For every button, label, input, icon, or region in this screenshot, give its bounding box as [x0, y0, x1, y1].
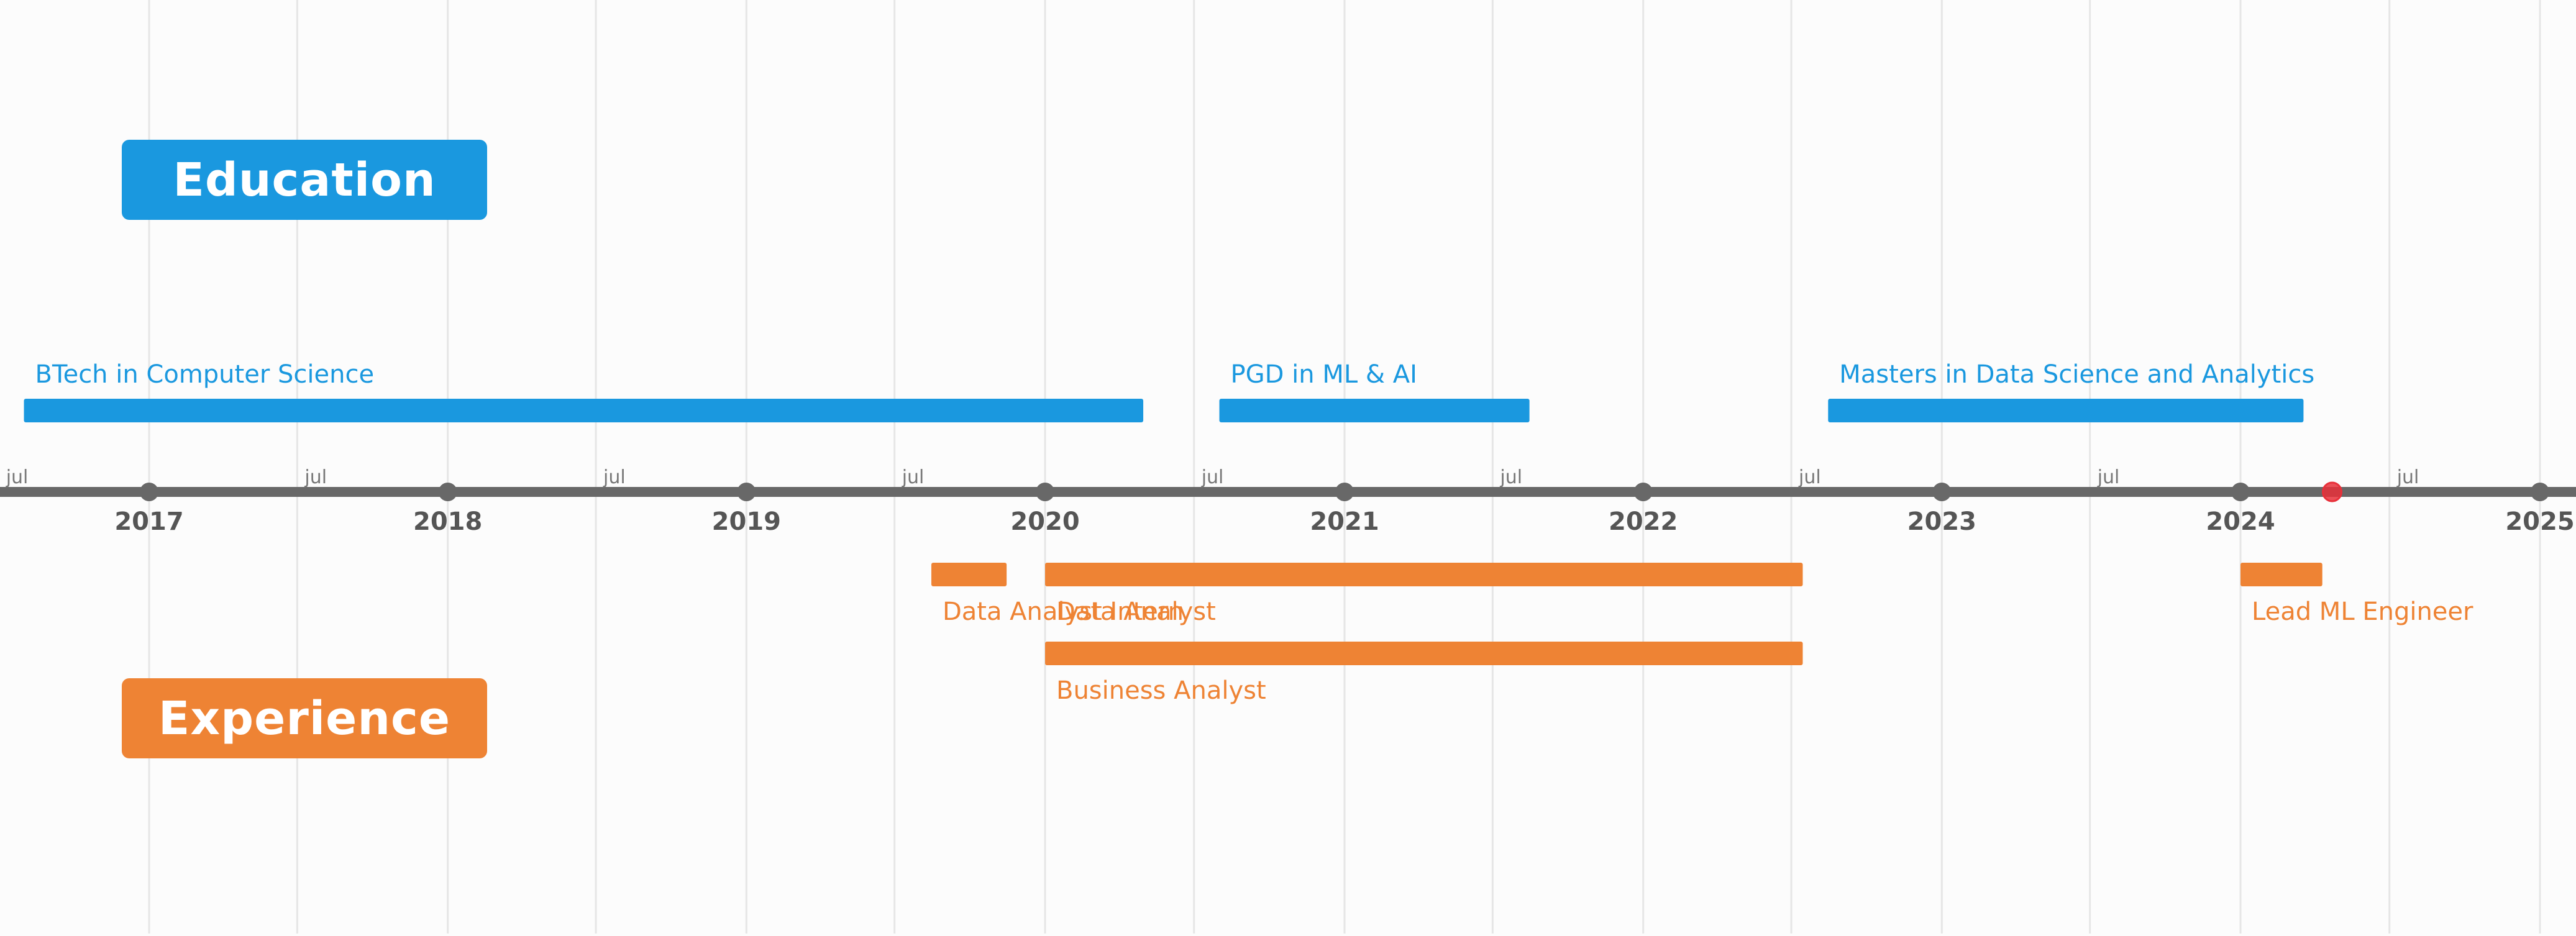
mid-tick-dot — [2085, 487, 2095, 497]
mid-tick-dot — [1786, 487, 1797, 497]
mid-tick-dot — [292, 487, 303, 497]
experience-label: Data Analyst — [1056, 597, 1216, 626]
mid-tick-dot — [889, 487, 900, 497]
experience-bar — [1045, 642, 1803, 665]
mid-tick-label: jul — [1798, 466, 1821, 488]
year-tick-dot — [1335, 483, 1354, 501]
year-tick-label: 2020 — [1010, 507, 1079, 536]
year-tick-dot — [438, 483, 457, 501]
year-tick-dot — [2531, 483, 2549, 501]
experience-bar — [931, 563, 1007, 586]
today-marker — [2322, 481, 2343, 502]
mid-tick-dot — [591, 487, 601, 497]
education-label: PGD in ML & AI — [1231, 360, 1417, 389]
mid-tick-label: jul — [902, 466, 925, 488]
year-tick-dot — [1633, 483, 1653, 501]
education-bar — [1828, 399, 2304, 422]
education-label: Masters in Data Science and Analytics — [1839, 360, 2314, 389]
experience-bar — [1045, 563, 1803, 586]
mid-tick-dot — [1189, 487, 1199, 497]
year-tick-dot — [2231, 483, 2250, 501]
year-tick-label: 2022 — [1609, 507, 1678, 536]
mid-tick-dot — [0, 487, 4, 497]
mid-tick-dot — [1487, 487, 1498, 497]
year-tick-dot — [1932, 483, 1952, 501]
mid-tick-dot — [2384, 487, 2395, 497]
experience-bar — [2240, 563, 2323, 586]
year-tick-dot — [140, 483, 158, 501]
year-tick-label: 2024 — [2206, 507, 2275, 536]
mid-tick-label: jul — [603, 466, 626, 488]
education-label: BTech in Computer Science — [35, 360, 375, 389]
experience-label: Data Analyst Intern — [943, 597, 1184, 626]
mid-tick-label: jul — [1201, 466, 1224, 488]
experience-label: Lead ML Engineer — [2252, 597, 2473, 626]
mid-tick-label: jul — [6, 466, 29, 488]
mid-tick-label: jul — [1499, 466, 1522, 488]
education-bar — [1219, 399, 1530, 422]
year-tick-label: 2017 — [114, 507, 183, 536]
axis-layer: 2017 2018 2019 2020 2021 2022 2023 2024 2025 jul j… — [0, 466, 2576, 536]
education-bar — [24, 399, 1144, 422]
experience-label: Business Analyst — [1056, 676, 1266, 705]
year-tick-label: 2023 — [1907, 507, 1976, 536]
year-tick-dot — [737, 483, 756, 501]
mid-tick-label: jul — [2097, 466, 2120, 488]
mid-tick-label: jul — [2396, 466, 2419, 488]
education-bars: BTech in Computer Science PGD in ML & AI M… — [24, 360, 2314, 422]
mid-tick-label: jul — [304, 466, 327, 488]
year-tick-label: 2018 — [413, 507, 482, 536]
year-tick-label: 2019 — [712, 507, 781, 536]
experience-header: Experience — [122, 678, 487, 758]
year-tick-label: 2025 — [2505, 507, 2574, 536]
year-tick-dot — [1036, 483, 1055, 501]
education-header: Education — [122, 140, 487, 220]
year-tick-label: 2021 — [1310, 507, 1379, 536]
